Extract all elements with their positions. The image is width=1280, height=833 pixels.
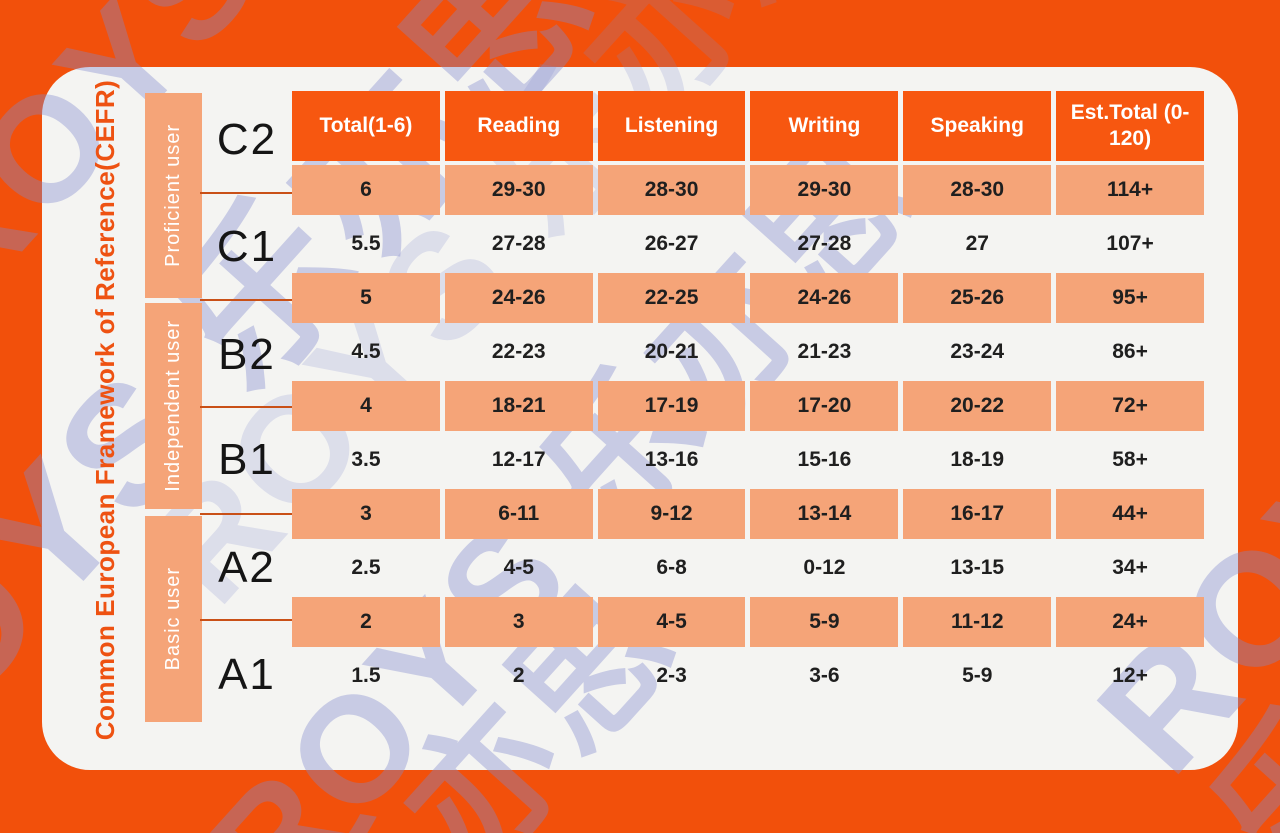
score-cell: 22-23 <box>491 340 546 363</box>
score-cell: 44+ <box>1056 489 1204 539</box>
user-group-bar-basic: Basic user <box>145 516 202 722</box>
score-cell: 34+ <box>1112 556 1148 579</box>
score-cell: 2 <box>292 597 440 647</box>
score-cell: 20-21 <box>644 340 699 363</box>
score-cell: 58+ <box>1112 448 1148 471</box>
level-label-c2: C2 <box>216 115 278 164</box>
score-cell: 12-17 <box>491 448 546 471</box>
level-connector-line <box>200 619 293 621</box>
level-connector-line <box>200 299 293 301</box>
score-cell: 28-30 <box>903 165 1052 215</box>
score-cell: 114+ <box>1056 165 1204 215</box>
score-cell: 6-8 <box>656 556 687 579</box>
score-cell: 5.5 <box>351 232 381 255</box>
score-cell: 3 <box>292 489 440 539</box>
column-header-total-1-6: Total(1-6) <box>292 91 440 161</box>
level-label-b1: B1 <box>218 435 276 484</box>
score-cell: 25-26 <box>903 273 1052 323</box>
score-cell: 24+ <box>1056 597 1204 647</box>
score-cell: 28-30 <box>597 165 746 215</box>
score-cell: 21-23 <box>797 340 852 363</box>
score-cell: 15-16 <box>797 448 852 471</box>
score-cell: 4-5 <box>503 556 534 579</box>
score-cell: 4.5 <box>351 340 381 363</box>
score-cell: 2 <box>512 664 525 687</box>
score-cell: 107+ <box>1106 232 1154 255</box>
score-cell: 2.5 <box>351 556 381 579</box>
score-cell: 86+ <box>1112 340 1148 363</box>
score-cell: 5-9 <box>750 597 899 647</box>
cefr-framework-title: Common European Framework of Reference(C… <box>90 79 120 741</box>
score-cell: 3.5 <box>351 448 381 471</box>
column-header-est-total-0-120: Est.Total (0-120) <box>1056 91 1204 161</box>
level-connector-line <box>200 513 293 515</box>
level-connector-line <box>200 192 293 194</box>
score-cell: 11-12 <box>903 597 1052 647</box>
score-cell: 24-26 <box>444 273 593 323</box>
score-conversion-table: Total(1-6) Reading Listening Writing Speakin… <box>292 91 1204 701</box>
score-cell: 27-28 <box>797 232 852 255</box>
score-cell: 6-11 <box>444 489 593 539</box>
score-cell: 20-22 <box>903 381 1052 431</box>
score-cell: 17-19 <box>597 381 746 431</box>
score-cell: 5 <box>292 273 440 323</box>
score-cell: 3-6 <box>809 664 840 687</box>
level-label-c1: C1 <box>216 222 278 271</box>
score-cell: 3 <box>444 597 593 647</box>
score-cell: 13-15 <box>950 556 1005 579</box>
level-connector-line <box>200 406 293 408</box>
score-cell: 29-30 <box>444 165 593 215</box>
score-cell: 12+ <box>1112 664 1148 687</box>
column-header-speaking: Speaking <box>903 91 1052 161</box>
score-cell: 23-24 <box>950 340 1005 363</box>
score-cell: 24-26 <box>750 273 899 323</box>
user-group-label: Basic user <box>162 567 184 671</box>
user-group-label: Independent user <box>162 320 184 492</box>
score-cell: 27 <box>965 232 989 255</box>
user-group-bar-proficient: Proficient user <box>145 93 202 298</box>
score-cell: 22-25 <box>597 273 746 323</box>
score-cell: 4-5 <box>597 597 746 647</box>
level-label-a1: A1 <box>218 650 276 699</box>
level-label-b2: B2 <box>218 330 276 379</box>
score-cell: 18-21 <box>444 381 593 431</box>
score-cell: 9-12 <box>597 489 746 539</box>
column-header-reading: Reading <box>444 91 593 161</box>
score-cell: 27-28 <box>491 232 546 255</box>
score-cell: 16-17 <box>903 489 1052 539</box>
score-cell: 95+ <box>1056 273 1204 323</box>
score-cell: 17-20 <box>750 381 899 431</box>
card-content: Common European Framework of Reference(C… <box>42 67 1238 770</box>
score-cell: 72+ <box>1056 381 1204 431</box>
column-header-listening: Listening <box>597 91 746 161</box>
score-cell: 29-30 <box>750 165 899 215</box>
column-header-writing: Writing <box>750 91 899 161</box>
score-cell: 6 <box>292 165 440 215</box>
score-cell: 4 <box>292 381 440 431</box>
user-group-label: Proficient user <box>162 124 184 267</box>
score-cell: 13-14 <box>750 489 899 539</box>
score-cell: 13-16 <box>644 448 699 471</box>
score-cell: 0-12 <box>803 556 846 579</box>
score-cell: 2-3 <box>656 664 687 687</box>
score-cell: 1.5 <box>351 664 381 687</box>
score-cell: 26-27 <box>644 232 699 255</box>
user-group-bar-independent: Independent user <box>145 303 202 509</box>
score-cell: 5-9 <box>962 664 993 687</box>
level-label-a2: A2 <box>218 543 276 592</box>
score-cell: 18-19 <box>950 448 1005 471</box>
